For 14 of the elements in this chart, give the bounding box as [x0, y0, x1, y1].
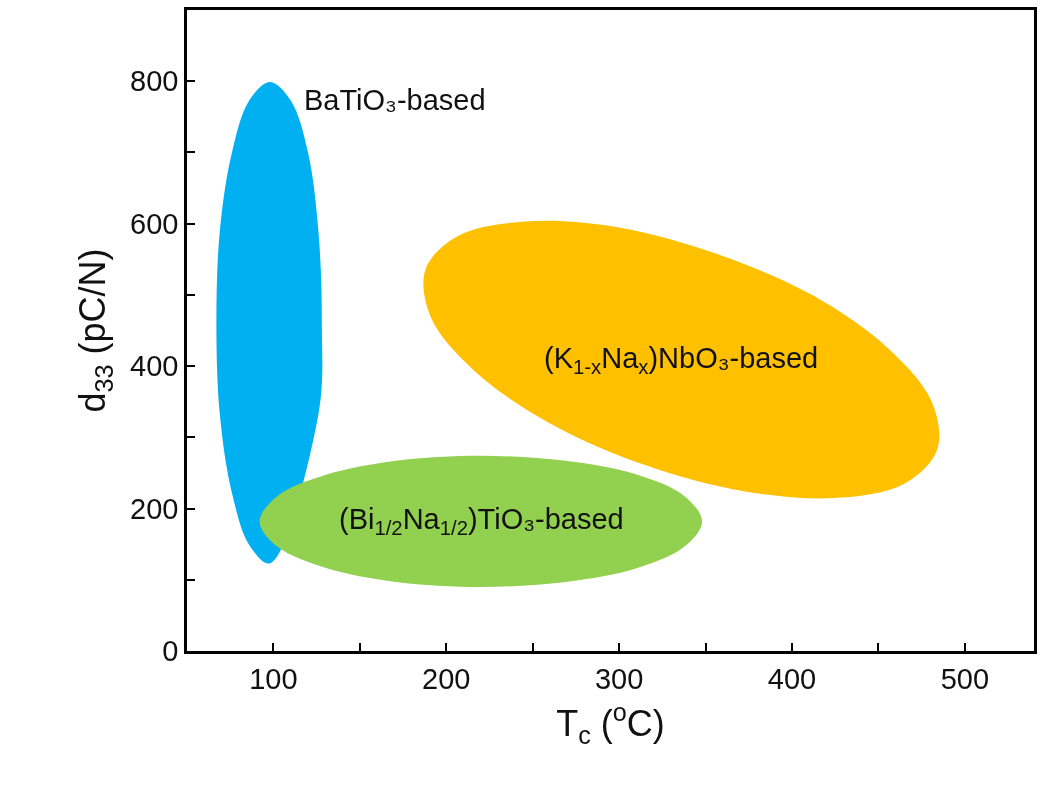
x-tick-label: 200	[422, 662, 471, 695]
y-tick-label: 400	[130, 350, 179, 383]
x-tick-label: 300	[594, 662, 644, 695]
y-tick-label: 200	[130, 492, 179, 525]
x-tick-label: 500	[940, 662, 990, 695]
series-label: BaTiO₃-based	[304, 84, 486, 116]
series-label: (Bi$_{1/2}$Na$_{1/2}$)TiO₃-based	[339, 503, 624, 540]
x-axis-title: T$_{c}$ ($^{o}$C)	[556, 698, 665, 749]
x-tick-label: 100	[249, 662, 298, 695]
y-tick-label: 600	[130, 207, 179, 240]
series-label: (K$_{1-x}$Na$_{x}$)NbO₃-based	[544, 342, 819, 379]
y-tick-label: 0	[162, 635, 179, 668]
x-tick-label: 400	[767, 662, 817, 695]
y-tick-label: 800	[130, 65, 179, 98]
